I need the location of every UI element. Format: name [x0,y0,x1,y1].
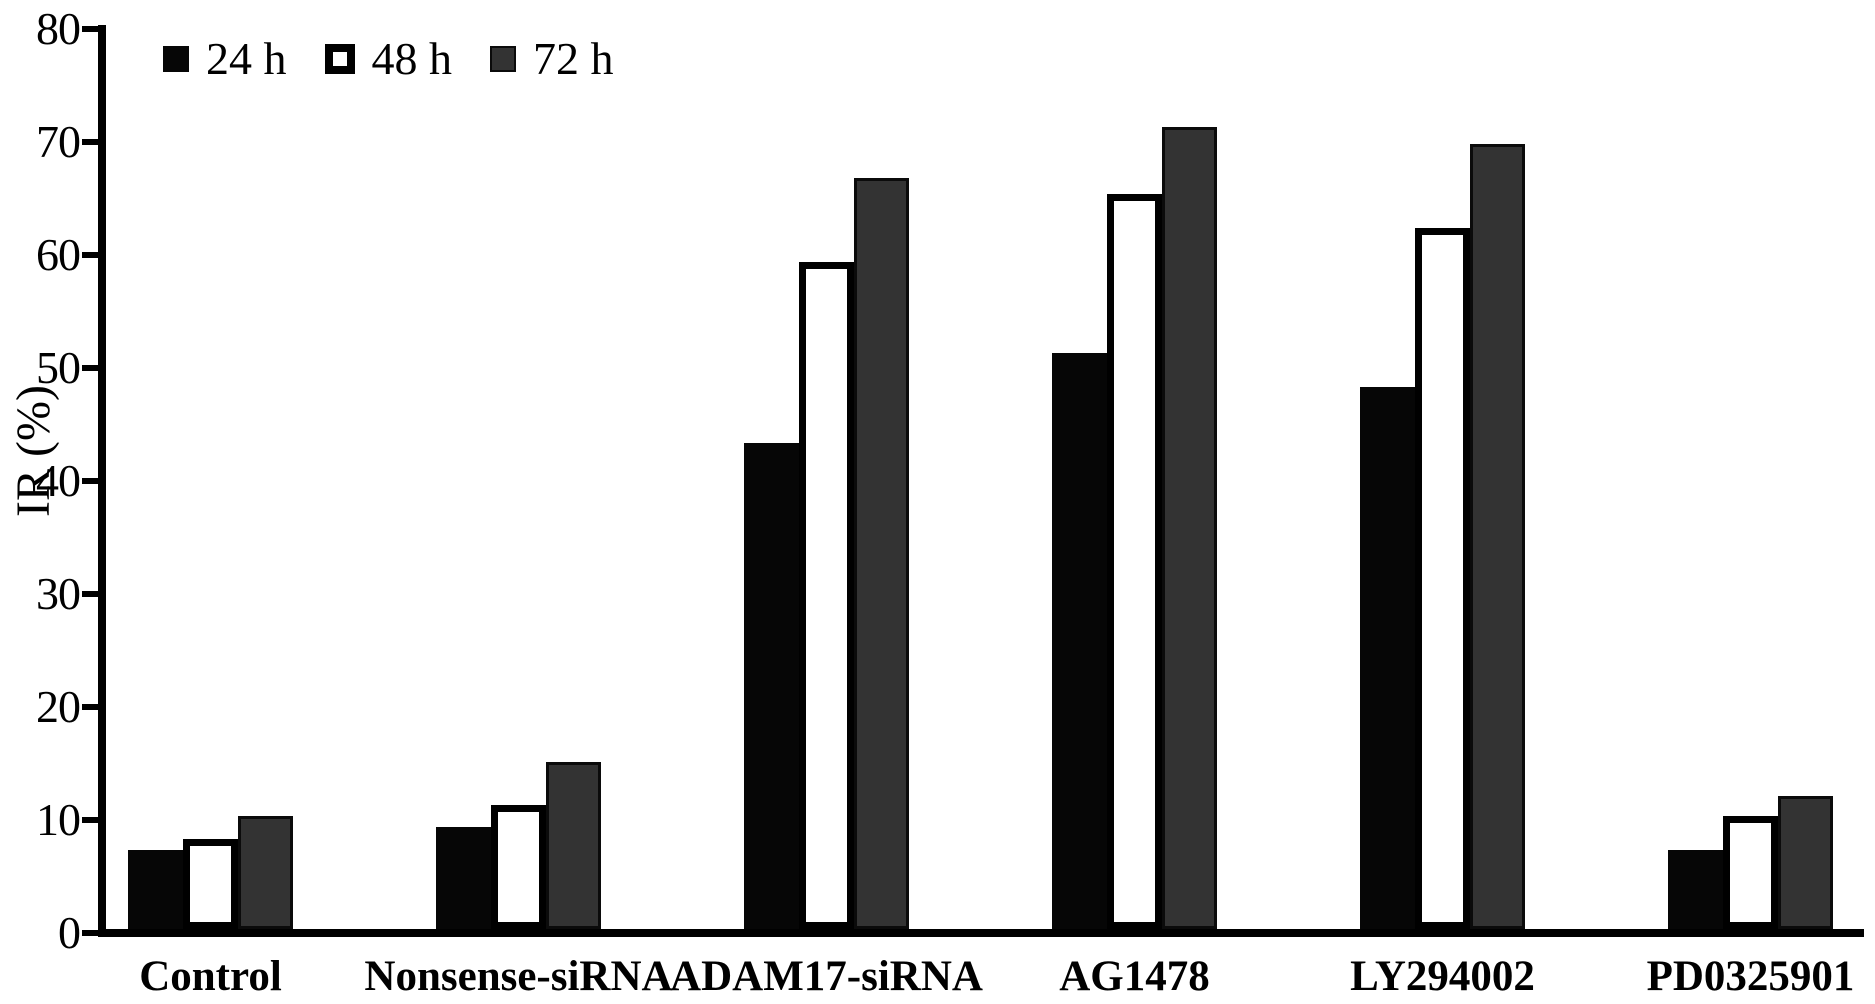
x-label-nonsense-sirna: Nonsense-siRNA [364,953,673,1000]
bar-48-h-pd0325901 [1723,816,1778,929]
legend-item-24-h: 24 h [163,34,287,84]
bar-24-h-control [128,850,183,929]
bar-24-h-pd0325901 [1668,850,1723,929]
y-tick-30 [82,591,98,597]
x-axis-line [98,929,1864,937]
bar-48-h-ag1478 [1107,194,1162,929]
bar-24-h-nonsense-sirna [436,827,491,929]
y-tick-10 [82,817,98,823]
y-tick-label-50: 50 [36,342,81,393]
y-tick-label-0: 0 [58,907,81,958]
y-tick-60 [82,252,98,258]
legend: 24 h 48 h 72 h [163,34,614,84]
y-tick-label-80: 80 [36,3,81,54]
bar-24-h-adam17-sirna [744,443,799,929]
bar-72-h-adam17-sirna [854,178,909,929]
x-label-pd0325901: PD0325901 [1646,953,1855,1000]
y-tick-label-70: 70 [36,116,81,167]
y-tick-40 [82,478,98,484]
bar-48-h-control [183,839,238,929]
y-axis-line [98,25,106,937]
bar-72-h-nonsense-sirna [546,762,601,929]
legend-label: 72 h [533,33,614,84]
legend-swatch-24-h-icon [163,46,189,72]
y-tick-80 [82,26,98,32]
bar-72-h-ag1478 [1162,127,1217,929]
y-tick-70 [82,139,98,145]
legend-item-72-h: 72 h [490,34,614,84]
y-tick-label-60: 60 [36,229,81,280]
legend-item-48-h: 48 h [324,33,453,84]
x-label-control: Control [139,953,282,1000]
bar-72-h-ly294002 [1470,144,1525,929]
y-tick-0 [82,930,98,936]
legend-label: 48 h [371,33,453,84]
legend-swatch-72-h-icon [490,46,516,72]
y-tick-label-10: 10 [36,794,81,845]
y-tick-label-30: 30 [36,568,81,619]
y-tick-20 [82,704,98,710]
bar-48-h-ly294002 [1415,228,1470,929]
bar-72-h-pd0325901 [1778,796,1833,929]
bar-48-h-adam17-sirna [799,262,854,929]
bar-48-h-nonsense-sirna [491,805,546,929]
y-tick-50 [82,365,98,371]
bar-24-h-ag1478 [1052,353,1107,929]
bar-24-h-ly294002 [1360,387,1415,929]
x-label-adam17-sirna: ADAM17-siRNA [670,953,983,1000]
y-tick-label-40: 40 [36,455,81,506]
x-label-ag1478: AG1478 [1059,953,1210,1000]
legend-label: 24 h [206,33,287,84]
x-label-ly294002: LY294002 [1350,953,1535,1000]
y-tick-label-20: 20 [36,681,81,732]
bar-72-h-control [238,816,293,929]
legend-swatch-48-h-icon [324,44,355,74]
